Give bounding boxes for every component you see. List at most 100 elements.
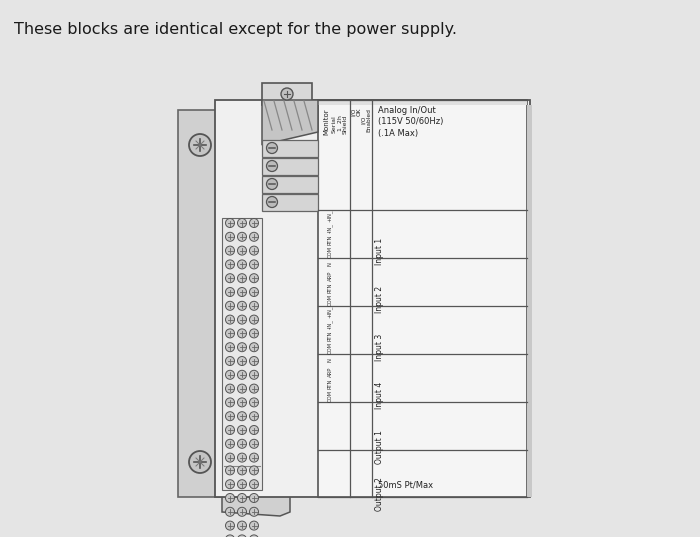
Circle shape bbox=[237, 329, 246, 338]
Circle shape bbox=[237, 480, 246, 489]
Text: ARP: ARP bbox=[328, 271, 332, 281]
Circle shape bbox=[237, 260, 246, 269]
Circle shape bbox=[249, 480, 258, 489]
Circle shape bbox=[225, 412, 234, 420]
Text: Output 1: Output 1 bbox=[375, 430, 384, 464]
Bar bbox=[262, 194, 318, 211]
Circle shape bbox=[237, 287, 246, 296]
Circle shape bbox=[249, 425, 258, 434]
Text: ARP: ARP bbox=[328, 367, 332, 377]
Circle shape bbox=[225, 453, 234, 462]
Circle shape bbox=[249, 260, 258, 269]
Circle shape bbox=[237, 233, 246, 241]
Bar bbox=[178, 110, 222, 497]
Text: COM: COM bbox=[328, 390, 332, 402]
Text: +IN_: +IN_ bbox=[327, 306, 332, 318]
Circle shape bbox=[225, 315, 234, 324]
Circle shape bbox=[225, 246, 234, 255]
Circle shape bbox=[225, 425, 234, 434]
Text: These blocks are identical except for the power supply.: These blocks are identical except for th… bbox=[14, 22, 457, 37]
Text: RTN: RTN bbox=[328, 331, 332, 341]
Circle shape bbox=[225, 329, 234, 338]
Text: I/O
OK: I/O OK bbox=[351, 108, 361, 117]
Text: COM: COM bbox=[328, 246, 332, 258]
Circle shape bbox=[267, 197, 277, 207]
Circle shape bbox=[237, 507, 246, 516]
Circle shape bbox=[225, 507, 234, 516]
Bar bbox=[262, 158, 318, 175]
Bar bbox=[262, 83, 312, 105]
Bar bbox=[215, 100, 530, 497]
Circle shape bbox=[225, 398, 234, 407]
Circle shape bbox=[267, 142, 277, 154]
Text: COM: COM bbox=[328, 294, 332, 306]
Bar bbox=[262, 176, 318, 193]
Circle shape bbox=[267, 178, 277, 190]
Circle shape bbox=[189, 134, 211, 156]
Circle shape bbox=[249, 398, 258, 407]
Bar bbox=[527, 105, 532, 497]
Circle shape bbox=[225, 480, 234, 489]
Text: COM: COM bbox=[328, 342, 332, 354]
Text: Serial: Serial bbox=[332, 115, 337, 133]
Circle shape bbox=[237, 315, 246, 324]
Text: +IN_: +IN_ bbox=[327, 210, 332, 222]
Circle shape bbox=[225, 384, 234, 393]
Text: RTN: RTN bbox=[328, 235, 332, 245]
Circle shape bbox=[249, 287, 258, 296]
Circle shape bbox=[225, 233, 234, 241]
Polygon shape bbox=[222, 493, 290, 516]
Text: Input 4: Input 4 bbox=[375, 382, 384, 409]
Text: I/O
Enabled: I/O Enabled bbox=[360, 108, 371, 132]
Circle shape bbox=[225, 301, 234, 310]
Bar bbox=[262, 140, 318, 157]
Bar bbox=[222, 218, 262, 490]
Circle shape bbox=[225, 219, 234, 228]
Circle shape bbox=[237, 246, 246, 255]
Circle shape bbox=[249, 315, 258, 324]
Circle shape bbox=[189, 451, 211, 473]
Circle shape bbox=[249, 233, 258, 241]
Circle shape bbox=[249, 343, 258, 352]
Text: RTN: RTN bbox=[328, 379, 332, 389]
Circle shape bbox=[225, 521, 234, 530]
Circle shape bbox=[249, 507, 258, 516]
Circle shape bbox=[249, 453, 258, 462]
Circle shape bbox=[237, 453, 246, 462]
Bar bbox=[318, 100, 527, 497]
Circle shape bbox=[225, 466, 234, 475]
Circle shape bbox=[249, 466, 258, 475]
Polygon shape bbox=[262, 100, 318, 145]
Text: N: N bbox=[328, 358, 332, 362]
Circle shape bbox=[237, 384, 246, 393]
Text: Monitor: Monitor bbox=[323, 108, 329, 135]
Circle shape bbox=[237, 521, 246, 530]
Text: Input 3: Input 3 bbox=[375, 334, 384, 361]
Circle shape bbox=[249, 494, 258, 503]
Text: N: N bbox=[328, 262, 332, 266]
Circle shape bbox=[249, 301, 258, 310]
Circle shape bbox=[281, 88, 293, 100]
Circle shape bbox=[225, 371, 234, 379]
Circle shape bbox=[237, 371, 246, 379]
Text: -IN_: -IN_ bbox=[327, 319, 332, 329]
Text: Output 2: Output 2 bbox=[375, 477, 384, 511]
Circle shape bbox=[237, 412, 246, 420]
Circle shape bbox=[237, 301, 246, 310]
Text: RTN: RTN bbox=[328, 283, 332, 293]
Text: Analog In/Out
(115V 50/60Hz)
(.1A Max): Analog In/Out (115V 50/60Hz) (.1A Max) bbox=[378, 106, 443, 138]
Circle shape bbox=[237, 425, 246, 434]
Circle shape bbox=[225, 287, 234, 296]
Circle shape bbox=[237, 343, 246, 352]
Circle shape bbox=[225, 494, 234, 503]
Circle shape bbox=[225, 343, 234, 352]
Text: Input 2: Input 2 bbox=[375, 286, 384, 313]
Circle shape bbox=[249, 219, 258, 228]
Circle shape bbox=[249, 439, 258, 448]
Circle shape bbox=[225, 260, 234, 269]
Text: 1  2h: 1 2h bbox=[337, 115, 342, 131]
Circle shape bbox=[237, 494, 246, 503]
Circle shape bbox=[237, 535, 246, 537]
Circle shape bbox=[249, 371, 258, 379]
Circle shape bbox=[249, 329, 258, 338]
